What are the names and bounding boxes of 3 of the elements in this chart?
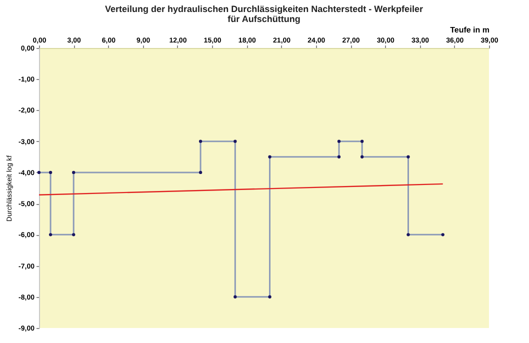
x-axis-title: Teufe in m [450, 26, 490, 34]
chart-subtitle: für Aufschüttung [228, 14, 300, 24]
chart-title: Verteilung der hydraulischen Durchlässigkeiten Nachterstedt - Werkpfeiler [105, 4, 424, 14]
